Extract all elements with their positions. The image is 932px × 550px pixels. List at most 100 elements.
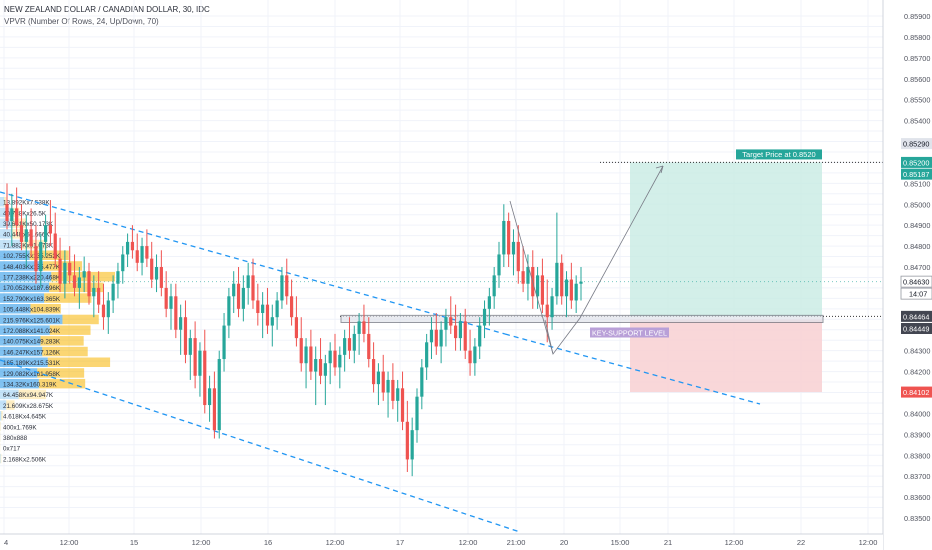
candle-body (405, 421, 409, 460)
vp-bar-down (29, 250, 69, 260)
candle-body (478, 325, 482, 347)
candle-body (309, 346, 313, 372)
annotations: Target Price at 0.8520 KEY-SUPPORT LEVEL (509, 149, 822, 355)
candles (5, 183, 583, 477)
vp-row-label: 105.448Kx104.839K (3, 307, 61, 314)
candle-body (106, 300, 110, 318)
candle-body (487, 296, 491, 309)
vp-bar-up (0, 336, 41, 346)
y-tick-label: 0.84900 (904, 221, 930, 230)
candle-body (410, 430, 414, 460)
vp-bar-down (20, 239, 48, 250)
candle-body (193, 338, 197, 376)
candle-body (261, 304, 265, 314)
x-tick-label: 15:00 (611, 538, 630, 547)
candle-body (256, 300, 260, 314)
vp-bar-down (47, 357, 111, 367)
projection-path (509, 165, 664, 355)
vp-bar-up (0, 239, 21, 250)
vp-row-label: 134.32Kx160.319K (3, 382, 57, 389)
vp-bar-up (0, 368, 38, 378)
candle-body (232, 283, 236, 297)
candle-body (535, 275, 540, 297)
vp-bar-up (0, 346, 43, 357)
vp-bar-down (38, 378, 86, 389)
vp-row-label: 380x888 (3, 435, 28, 442)
price-label: 0.84630 (903, 278, 929, 287)
candle-body (458, 321, 463, 339)
y-tick-label: 0.85800 (904, 33, 930, 42)
candle-body (391, 379, 395, 401)
candle-body (285, 275, 289, 297)
candle-body (420, 367, 424, 397)
candle-body (82, 271, 86, 278)
vp-bar-down (4, 197, 7, 207)
time-axis[interactable]: 4 12:00 15 12:00 16 12:00 17 12:00 21:00 20 15:00 2… (0, 533, 883, 550)
y-tick-label: 0.85000 (904, 200, 930, 209)
price-label: 0.84102 (903, 388, 929, 397)
y-tick-label: 0.83800 (904, 451, 930, 460)
candle-body (347, 338, 352, 351)
candle-body (207, 388, 212, 406)
x-tick-label: 21:00 (507, 538, 526, 547)
candle-body (449, 317, 453, 326)
candle-body (453, 325, 458, 339)
candle-body (140, 246, 144, 263)
vp-bar-up (0, 389, 19, 400)
candle-body (343, 338, 347, 355)
candle-body (265, 304, 270, 326)
vp-bar-down (42, 346, 88, 357)
vp-bar-down (37, 368, 85, 378)
x-tick-label: 12:00 (326, 538, 345, 547)
candle-body (415, 396, 419, 431)
price-label-bg (900, 287, 932, 300)
price-label: 0.84449 (903, 325, 929, 334)
position-zones (0, 161, 883, 393)
vp-bar-down (49, 282, 104, 293)
candle-body (579, 281, 583, 284)
candle-body (87, 271, 91, 297)
x-tick-label: 4 (4, 538, 8, 547)
vp-bar-up (0, 282, 50, 293)
candle-body (251, 275, 255, 301)
candle-body (280, 275, 284, 301)
y-tick-label: 0.85900 (904, 12, 930, 21)
candle-body (203, 350, 207, 406)
candle-body (545, 304, 549, 318)
vp-row-label: 172.088Kx141.024K (3, 328, 61, 335)
candle-body (125, 241, 130, 255)
vp-row-label: 170.052Kx187.696K (3, 285, 61, 292)
vp-bar-down (18, 389, 47, 400)
vp-bar-up (0, 357, 48, 367)
candle-body (507, 220, 511, 255)
price-label-bg (901, 310, 932, 322)
y-tick-label: 0.83700 (904, 472, 930, 481)
candle-body (63, 262, 67, 284)
candle-body (439, 329, 443, 347)
candle-body (39, 241, 43, 272)
vp-row-label: 400x1.769K (3, 424, 37, 431)
candle-body (434, 329, 438, 347)
support-label-bg (590, 327, 669, 338)
time-axis-bg (0, 534, 883, 550)
candle-body (241, 287, 245, 309)
vp-bar-down (11, 218, 26, 228)
price-label-bg (901, 386, 932, 398)
candle-body (270, 317, 274, 326)
y-tick-label: 0.85600 (904, 75, 930, 84)
candle-body (121, 254, 125, 272)
candle-body (540, 275, 545, 305)
candle-body (179, 317, 183, 330)
support-band (340, 314, 824, 324)
vp-bar-up (0, 271, 52, 282)
price-label-bg (900, 275, 932, 288)
candle-body (101, 304, 106, 318)
candle-body (338, 354, 342, 368)
candle-body (150, 258, 154, 280)
price-label: 0.85290 (903, 140, 929, 149)
candle-body (164, 287, 168, 309)
price-axis[interactable]: 0.85900 0.85800 0.85700 0.85600 0.85500 0.854… (882, 0, 932, 550)
x-tick-label: 15 (130, 538, 138, 547)
candle-body (53, 233, 57, 259)
